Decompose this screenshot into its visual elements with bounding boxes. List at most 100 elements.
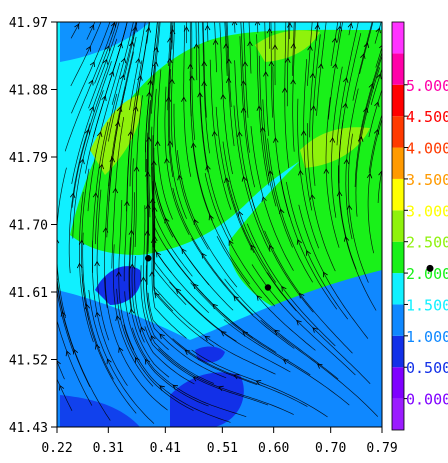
streamline-arrowhead (268, 60, 275, 67)
streamline-arrowhead (342, 102, 348, 109)
streamline-arrowhead (241, 175, 248, 182)
streamline (57, 279, 111, 421)
streamline (224, 278, 339, 380)
streamline-arrowhead (212, 39, 219, 45)
colorbar-segment (392, 335, 404, 368)
x-tick-label: 0.70 (315, 441, 346, 456)
streamline (57, 319, 93, 406)
streamline-arrowhead (263, 71, 269, 77)
streamline (347, 133, 369, 283)
streamline (143, 205, 169, 350)
x-tick-label: 0.51 (207, 441, 238, 456)
streamline (284, 22, 290, 169)
colorbar-segment (392, 241, 404, 274)
streamline (158, 348, 294, 415)
streamline (131, 327, 247, 418)
streamline (111, 22, 134, 105)
streamline (209, 59, 232, 210)
streamline-arrowhead (201, 252, 207, 259)
streamline-arrowhead (220, 93, 226, 100)
streamline (264, 230, 353, 354)
streamline (262, 99, 293, 248)
streamline-arrowhead (88, 79, 94, 86)
streamline (367, 117, 382, 254)
streamline (71, 38, 118, 184)
y-tick-label: 41.97 (9, 16, 48, 31)
streamline-arrowhead (167, 57, 173, 64)
streamline-arrowhead (164, 157, 170, 164)
streamline-arrowhead (94, 260, 100, 267)
colorbar-segment (392, 147, 404, 179)
streamline-arrowhead (159, 333, 165, 340)
streamline (309, 22, 318, 138)
station-marker (145, 255, 152, 262)
streamline (226, 177, 297, 312)
streamline (176, 150, 238, 288)
streamline (79, 191, 94, 343)
colorbar-segment (392, 273, 404, 305)
streamline (303, 59, 313, 211)
streamline (190, 282, 311, 376)
streamline (246, 177, 314, 313)
streamline-arrowhead (115, 315, 121, 321)
streamline (128, 237, 170, 378)
colorbar-label: 0.500 (406, 359, 448, 377)
x-axis: 0.22 0.31 0.41 0.51 0.60 0.70 0.79 (41, 427, 398, 456)
streamline-arrowhead (299, 292, 305, 299)
streamline-arrowhead (318, 63, 324, 69)
streamline-arrowhead (279, 208, 285, 215)
streamline-arrowhead (323, 271, 328, 278)
streamline-arrowhead (228, 239, 234, 246)
streamline-arrowhead (287, 22, 293, 28)
colorbar-segment (392, 84, 404, 117)
streamline (202, 22, 210, 154)
colorbar-segment (392, 22, 404, 54)
streamline (358, 51, 382, 143)
streamlines (57, 22, 382, 424)
streamline-arrowhead (336, 190, 343, 197)
streamline-arrowhead (197, 91, 203, 98)
streamline-arrowhead (201, 60, 207, 67)
streamline (112, 244, 154, 387)
streamline-arrowhead (97, 131, 103, 138)
streamline-arrowhead (112, 187, 119, 194)
streamline-arrowhead (272, 44, 278, 50)
streamline (167, 22, 173, 111)
streamline-arrowhead (119, 74, 126, 81)
streamline-arrowhead (140, 326, 146, 333)
streamline (150, 22, 161, 114)
streamline-arrowhead (238, 210, 244, 217)
plot-area (57, 22, 382, 427)
y-tick-label: 41.88 (9, 84, 48, 99)
streamline (198, 22, 209, 173)
streamline (108, 36, 137, 187)
colorbar-segment (392, 367, 404, 399)
streamline-arrowhead (146, 91, 152, 97)
streamline-arrowhead (57, 238, 60, 244)
streamline-arrowhead (92, 192, 99, 198)
streamline (307, 22, 313, 86)
streamline-arrowhead (79, 158, 85, 165)
streamline (264, 22, 270, 136)
streamline-arrowhead (204, 24, 211, 31)
streamline-arrowhead (256, 105, 263, 111)
streamline (144, 326, 269, 406)
streamline (129, 35, 148, 187)
streamline (88, 289, 155, 424)
streamline (248, 22, 252, 74)
streamline-arrowhead (312, 327, 318, 333)
streamline-arrowhead (310, 105, 317, 111)
streamline (108, 22, 137, 142)
colorbar-label: 1.500 (406, 296, 448, 314)
streamline-arrowhead (132, 105, 139, 112)
streamline (325, 97, 340, 248)
streamline (234, 22, 236, 33)
streamline-arrowhead (89, 106, 95, 112)
streamline (123, 22, 138, 78)
streamline-arrowhead (314, 23, 321, 30)
streamline (171, 22, 175, 148)
streamline-arrowhead (205, 164, 211, 171)
streamline (316, 22, 327, 116)
streamline (111, 22, 128, 75)
streamline-arrowhead (167, 140, 173, 146)
